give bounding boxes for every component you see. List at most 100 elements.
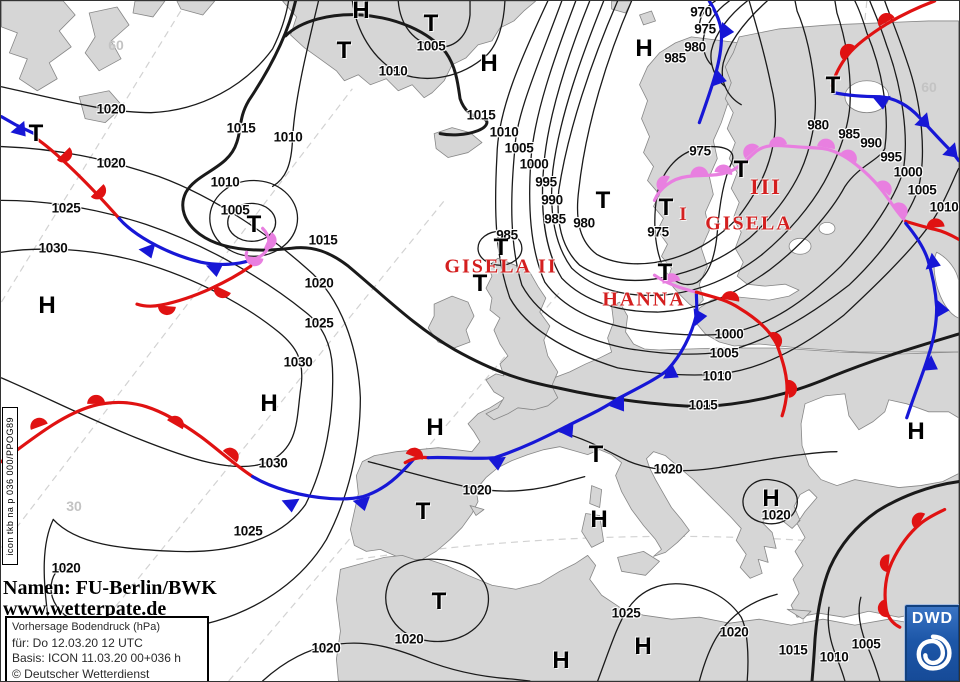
coastline: [176, 1, 216, 16]
front-symbol: [263, 232, 277, 250]
front-symbol: [488, 456, 506, 471]
isobar-bold: [181, 1, 959, 409]
front-symbol: [877, 599, 889, 618]
cold-front-line: [251, 458, 415, 501]
front-symbol: [609, 395, 625, 412]
front-symbol: [205, 262, 224, 278]
front-symbol: [10, 120, 26, 137]
front-symbol: [30, 417, 48, 430]
front-symbol: [922, 355, 938, 371]
front-symbol: [872, 95, 891, 110]
isobar: [827, 606, 846, 681]
isobar: [698, 593, 778, 681]
isobar: [367, 460, 586, 492]
coastline: [581, 513, 605, 548]
front-symbol: [405, 447, 424, 460]
warm-front-line: [34, 137, 121, 220]
info-copyright: © Deutscher Wetterdienst: [12, 666, 150, 681]
warm-front-line: [1, 400, 255, 479]
front-symbol: [767, 332, 783, 349]
cold-front-line: [1, 115, 38, 137]
cold-front-line: [697, 1, 724, 125]
info-title: Vorhersage Bodendruck (hPa): [12, 621, 160, 633]
front-symbol: [942, 142, 958, 158]
isobar-bold: [810, 480, 959, 681]
front-symbol: [87, 394, 106, 404]
forecast-info-box: Vorhersage Bodendruck (hPa) für: Do 12.0…: [5, 616, 209, 681]
isobar: [397, 1, 471, 48]
isobar: [576, 1, 777, 265]
front-symbol: [769, 136, 787, 148]
isobar: [742, 478, 798, 525]
front-symbol: [693, 308, 708, 327]
front-symbol: [817, 138, 835, 150]
front-symbol: [690, 166, 709, 177]
isobar: [385, 558, 490, 643]
front-symbol: [90, 184, 107, 200]
isobar: [529, 1, 906, 336]
product-id-box: icon tkb na p 036 000/PPOG89: [2, 407, 18, 565]
isobar: [477, 230, 523, 266]
isobar: [550, 1, 851, 297]
sea-area: [818, 222, 836, 235]
front-symbol: [662, 363, 679, 379]
isobar: [557, 1, 817, 282]
isobar: [858, 596, 881, 681]
isobar: [597, 583, 749, 681]
front-symbol: [877, 12, 895, 27]
coastline: [694, 20, 959, 353]
front-symbol: [281, 498, 300, 513]
occluded-front-line: [652, 143, 908, 223]
isobar: [227, 202, 277, 242]
front-symbol: [711, 69, 727, 87]
dwd-logo: DWD: [904, 604, 959, 681]
isobar: [1, 1, 290, 114]
isobar: [702, 1, 730, 66]
sea-area: [800, 393, 959, 488]
front-symbol: [352, 496, 371, 512]
sea-area: [788, 237, 812, 255]
front-symbol: [743, 143, 760, 159]
front-symbol: [720, 21, 735, 40]
isobar: [1, 248, 303, 468]
info-valid-time: für: Do 12.03.20 12 UTC: [12, 635, 143, 650]
isobar: [351, 1, 506, 80]
front-symbol: [926, 218, 945, 229]
coastline: [589, 485, 603, 508]
isobar: [209, 179, 299, 257]
isobar: [1, 199, 334, 553]
front-symbol: [656, 175, 670, 193]
coastline: [78, 90, 124, 124]
isobar: [494, 1, 959, 376]
coastline: [469, 505, 485, 516]
front-symbol: [840, 149, 857, 164]
isobar: [511, 1, 924, 355]
front-symbol: [138, 243, 156, 259]
coastline: [282, 1, 537, 99]
dwd-logo-text: DWD: [911, 610, 954, 627]
front-symbol: [245, 255, 264, 267]
cold-front-line: [117, 216, 253, 266]
front-symbol: [893, 202, 908, 219]
coastline: [132, 1, 166, 18]
cyclone-spiral-icon: [916, 634, 952, 671]
front-symbol: [213, 285, 231, 299]
coastline: [786, 608, 812, 620]
front-symbol: [56, 147, 73, 163]
front-symbol: [914, 112, 930, 128]
isobar: [559, 431, 838, 472]
coastline: [84, 6, 130, 72]
front-symbol: [721, 291, 740, 302]
graticule-line: [1, 88, 353, 548]
front-symbol: [714, 164, 733, 176]
isobar: [1, 145, 362, 632]
isobar: [261, 642, 531, 681]
coastline: [427, 295, 475, 349]
isobar: [698, 1, 716, 28]
isobar: [721, 1, 768, 106]
front-symbol: [157, 305, 176, 316]
sea-area: [933, 251, 959, 319]
credit-website: www.wetterpate.de: [3, 598, 167, 620]
